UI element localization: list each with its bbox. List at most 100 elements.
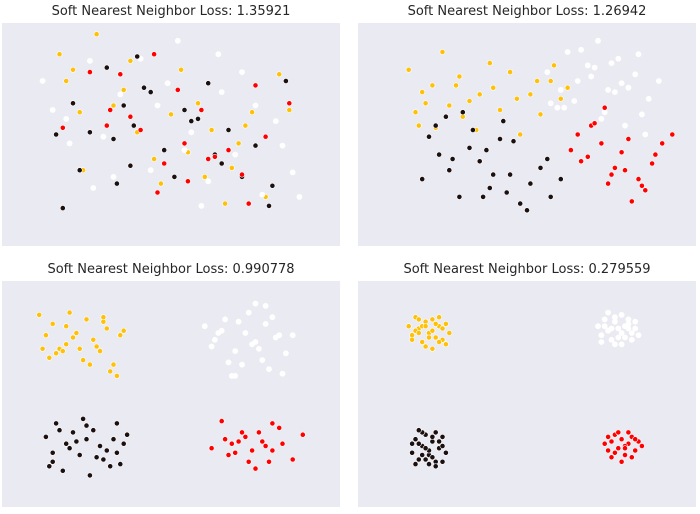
scatter-point-class-2 [87,472,93,479]
scatter-point-class-1 [235,318,242,325]
scatter-point-class-3 [605,433,611,440]
scatter-point-class-0 [537,111,544,118]
subplot-top-right: Soft Nearest Neighbor Loss: 1.26942 [356,0,698,248]
scatter-point-class-0 [83,316,90,323]
scatter-point-class-2 [439,443,446,449]
scatter-point-class-2 [456,193,463,200]
scatter-point-class-2 [429,433,436,440]
subplot-title: Soft Nearest Neighbor Loss: 1.35921 [51,4,291,19]
scatter-point-class-2 [269,182,276,189]
scatter-point-class-1 [571,98,578,104]
scatter-point-class-1 [117,91,124,98]
scatter-point-class-1 [259,191,266,198]
scatter-point-class-1 [554,104,561,111]
scatter-point-class-1 [154,102,161,109]
scatter-point-class-0 [439,49,446,55]
scatter-point-class-0 [419,339,426,345]
scatter-point-class-2 [59,205,66,211]
scatter-point-class-1 [211,336,218,343]
scatter-point-class-1 [100,133,107,140]
scatter-point-class-3 [608,438,615,445]
scatter-point-class-2 [443,449,449,456]
scatter-point-class-3 [225,147,232,153]
scatter-point-class-3 [249,447,255,454]
scatter-point-class-0 [432,321,439,327]
scatter-point-class-1 [255,345,262,352]
scatter-point-class-2 [205,80,212,87]
scatter-point-class-3 [574,131,581,138]
scatter-point-class-1 [232,373,239,379]
scatter-point-class-3 [103,122,110,129]
scatter-point-class-0 [415,122,422,129]
scatter-point-class-1 [561,104,568,111]
scatter-point-class-1 [225,359,232,366]
scatter-point-class-2 [252,142,259,149]
scatter-point-class-0 [93,31,100,38]
scatter-point-class-3 [232,449,239,456]
scatter-point-class-1 [632,71,639,78]
scatter-point-class-1 [605,87,611,93]
scatter-point-class-2 [282,78,289,84]
scatter-point-class-1 [584,62,591,69]
scatter-point-class-1 [201,323,208,330]
scatter-plot [36,300,306,479]
scatter-point-class-2 [110,136,117,142]
scatter-point-class-0 [151,156,157,162]
scatter-point-class-3 [262,133,269,140]
scatter-point-class-1 [252,339,259,345]
scatter-point-class-2 [537,164,544,171]
scatter-point-class-2 [415,440,422,447]
scatter-point-class-0 [222,200,228,207]
scatter-point-class-1 [595,323,601,330]
scatter-point-class-1 [276,332,283,339]
scatter-point-class-1 [611,89,618,95]
scatter-point-class-0 [486,60,493,66]
scatter-point-class-3 [151,51,157,58]
scatter-point-class-1 [608,336,615,343]
scatter-point-class-0 [208,127,215,133]
scatter-point-class-0 [59,348,66,354]
scatter-point-class-2 [524,207,530,214]
scatter-point-class-3 [618,149,625,156]
scatter-point-class-1 [574,78,581,84]
scatter-point-class-1 [282,350,289,357]
scatter-point-class-2 [100,456,107,463]
scatter-point-class-2 [432,122,439,129]
scatter-point-class-2 [503,189,510,196]
scatter-point-class-1 [164,80,171,87]
scatter-point-class-0 [120,327,127,334]
scatter-point-class-1 [39,78,46,84]
scatter-point-class-2 [412,461,419,467]
scatter-point-class-1 [242,330,249,336]
scatter-point-class-3 [242,433,249,440]
scatter-point-class-3 [161,160,168,167]
scatter-point-class-2 [188,118,195,124]
scatter-point-class-0 [70,66,76,73]
scatter-point-class-1 [245,309,252,316]
scatter-point-class-2 [110,436,117,443]
scatter-point-class-3 [611,449,618,456]
scatter-point-class-3 [622,445,628,452]
scatter-point-class-1 [615,55,622,62]
subplot-title: Soft Nearest Neighbor Loss: 0.279559 [403,262,651,277]
scatter-point-class-2 [547,193,554,200]
scatter-point-class-2 [476,158,483,165]
scatter-point-class-2 [76,167,83,174]
scatter-point-class-0 [100,314,107,321]
scatter-point-class-0 [107,368,114,375]
scatter-point-class-0 [90,336,97,343]
scatter-point-class-0 [117,332,124,339]
scatter-point-class-1 [645,95,652,102]
scatter-point-class-3 [208,445,215,452]
scatter-point-class-0 [415,316,422,323]
scatter-point-class-0 [490,84,497,91]
scatter-point-class-0 [422,100,429,107]
scatter-point-class-1 [110,173,117,180]
scatter-point-class-3 [635,176,642,182]
scatter-point-class-3 [252,82,259,89]
scatter-point-class-2 [127,162,134,169]
scatter-point-class-3 [137,127,144,133]
scatter-point-class-1 [611,341,618,348]
scatter-point-class-3 [276,424,283,431]
scatter-point-class-3 [611,164,618,171]
